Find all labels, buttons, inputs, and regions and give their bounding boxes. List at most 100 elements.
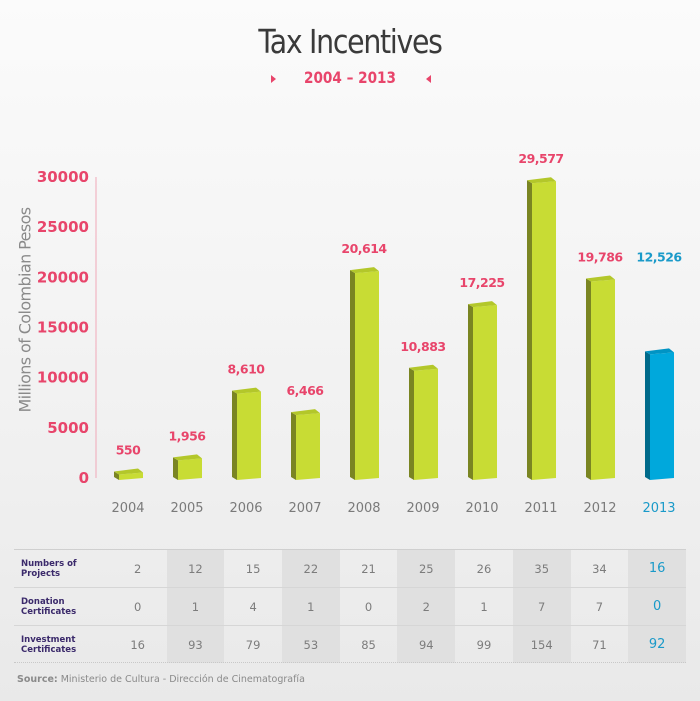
bar xyxy=(296,413,320,480)
bar xyxy=(237,391,261,480)
x-tick-label: 2013 xyxy=(642,501,675,516)
table-cell: 2 xyxy=(134,561,142,576)
bar-top xyxy=(468,301,497,308)
bar-chart: 0 5000 10000 15000 20000 25000 30000 550 2004 1,9… xyxy=(37,151,683,516)
bar-side xyxy=(350,270,355,480)
table-cell: 7 xyxy=(595,599,604,614)
bar-top xyxy=(291,409,320,416)
row-header: Investment Certificates xyxy=(21,634,77,655)
y-tick-label: 25000 xyxy=(37,218,89,236)
table-cell: 85 xyxy=(361,637,376,652)
data-label: 12,526 xyxy=(636,249,682,264)
source-note: Source: Ministerio de Cultura - Direcció… xyxy=(17,674,305,685)
source-label: Source: xyxy=(17,674,58,685)
data-label: 1,956 xyxy=(168,428,206,443)
bar-side xyxy=(173,457,178,480)
bar-side xyxy=(586,278,591,480)
data-label: 17,225 xyxy=(459,275,504,290)
triangle-right-icon xyxy=(271,75,276,83)
bar-top xyxy=(586,275,615,282)
x-tick-label: 2005 xyxy=(170,501,203,516)
data-label: 19,786 xyxy=(577,249,623,264)
table-cell: 4 xyxy=(249,599,257,614)
bar-side xyxy=(527,180,532,481)
table-cell: 26 xyxy=(476,561,492,576)
table-cell: 53 xyxy=(281,626,340,663)
data-label: 8,610 xyxy=(227,362,265,377)
x-tick-label: 2008 xyxy=(347,501,380,516)
bar-top xyxy=(527,177,556,184)
bar xyxy=(414,368,438,480)
source-text: Ministerio de Cultura - Dirección de Cin… xyxy=(57,674,305,685)
table-cell: 1 xyxy=(480,599,488,614)
data-label: 20,614 xyxy=(341,241,387,256)
bar-side xyxy=(645,351,650,480)
table-row: Investment Certificates 16 93 79 53 85 9… xyxy=(14,625,686,663)
bar-top xyxy=(114,468,143,475)
table-cell: 25 xyxy=(397,550,456,587)
chart-subtitle: 2004 – 2013 xyxy=(304,68,396,87)
bar-top xyxy=(350,267,379,274)
table-cell: 0 xyxy=(134,599,142,614)
x-tick-label: 2004 xyxy=(111,501,144,516)
y-tick-label: 20000 xyxy=(37,268,89,286)
table-cell: 7 xyxy=(512,588,571,625)
y-tick-label: 30000 xyxy=(37,168,89,186)
bar xyxy=(178,458,202,480)
x-tick-label: 2009 xyxy=(406,501,439,516)
table-cell: 71 xyxy=(592,637,607,652)
bar xyxy=(650,352,674,480)
bar-top xyxy=(645,348,674,355)
footer-divider xyxy=(14,662,686,663)
bar xyxy=(473,305,497,480)
bar-top xyxy=(409,364,438,371)
table-cell: 1 xyxy=(281,588,340,625)
chart-title: Tax Incentives xyxy=(258,22,443,61)
bar-top xyxy=(173,454,202,461)
x-tick-label: 2006 xyxy=(229,501,262,516)
table-row: Numbers of Projects 2 12 15 22 21 25 26 … xyxy=(14,549,686,587)
data-label: 6,466 xyxy=(286,383,324,398)
bar xyxy=(355,271,379,480)
y-tick-label: 10000 xyxy=(37,369,89,387)
table-cell: 21 xyxy=(361,561,376,576)
table-cell: 2 xyxy=(397,588,456,625)
bar xyxy=(119,472,143,480)
table-cell: 79 xyxy=(245,637,261,652)
y-tick-label: 5000 xyxy=(47,419,89,437)
row-header: Donation Certificates xyxy=(21,596,77,617)
data-label: 29,577 xyxy=(518,151,563,166)
data-label: 550 xyxy=(116,442,141,457)
x-tick-label: 2010 xyxy=(465,501,498,516)
x-tick-label: 2012 xyxy=(583,501,616,516)
table-row: Donation Certificates 0 1 4 1 0 2 1 7 7 … xyxy=(14,587,686,625)
bar-side xyxy=(114,471,119,480)
table-cell: 1 xyxy=(166,588,225,625)
x-tick-label: 2007 xyxy=(288,501,321,516)
table-cell: 35 xyxy=(512,550,571,587)
table-cell-highlight: 0 xyxy=(628,588,686,625)
triangle-left-icon xyxy=(426,75,431,83)
bar-top xyxy=(232,387,261,394)
table-cell: 12 xyxy=(166,550,225,587)
y-tick-label: 15000 xyxy=(37,319,89,337)
bar-side xyxy=(468,304,473,480)
table-cell-highlight: 92 xyxy=(628,626,686,663)
table-cell: 0 xyxy=(364,599,373,614)
x-tick-label: 2011 xyxy=(524,501,557,516)
y-tick-label: 0 xyxy=(79,469,89,487)
table-cell: 22 xyxy=(281,550,340,587)
table-cell: 99 xyxy=(476,637,492,652)
data-label: 10,883 xyxy=(400,339,445,354)
row-header: Numbers of Projects xyxy=(21,558,77,579)
bar xyxy=(591,279,615,480)
stats-table: Numbers of Projects 2 12 15 22 21 25 26 … xyxy=(14,549,686,663)
table-cell: 16 xyxy=(130,637,145,652)
table-cell: 93 xyxy=(166,626,225,663)
table-cell-highlight: 16 xyxy=(628,550,686,587)
table-cell: 94 xyxy=(397,626,456,663)
bar-side xyxy=(232,390,237,480)
bar-side xyxy=(409,367,414,480)
table-cell: 154 xyxy=(512,626,571,663)
table-cell: 34 xyxy=(592,561,607,576)
